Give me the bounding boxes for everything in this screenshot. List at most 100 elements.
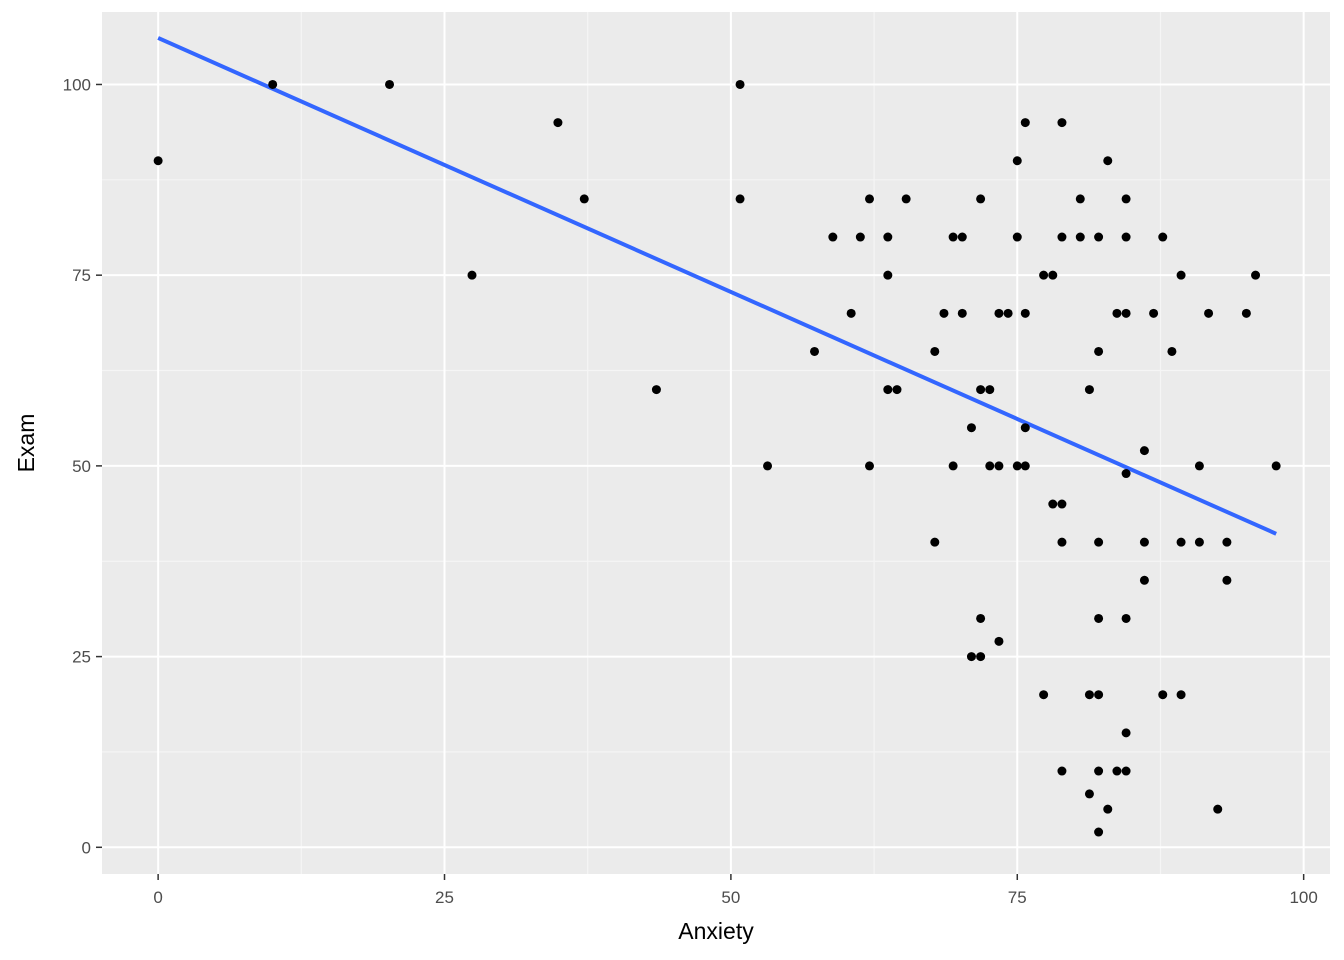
data-point: [994, 308, 1004, 318]
data-point: [976, 194, 986, 204]
data-point: [1121, 766, 1131, 776]
data-point: [1112, 308, 1122, 318]
data-point: [985, 385, 995, 395]
data-point: [855, 232, 865, 242]
regression-line: [157, 36, 1277, 536]
data-point: [467, 270, 477, 280]
data-point: [948, 232, 958, 242]
data-point: [1121, 308, 1131, 318]
data-point: [1167, 346, 1177, 356]
data-point: [846, 308, 856, 318]
data-point: [957, 232, 967, 242]
data-point: [1020, 423, 1030, 433]
data-point: [1222, 575, 1232, 585]
y-tick-label: 0: [82, 838, 91, 857]
minor-gridlines: [102, 12, 1330, 874]
data-point: [1094, 537, 1104, 547]
y-tick-label: 100: [63, 75, 91, 94]
data-point: [553, 118, 563, 128]
data-point: [1020, 461, 1030, 471]
data-point: [579, 194, 589, 204]
data-point: [1176, 537, 1186, 547]
data-point: [1103, 804, 1113, 814]
data-point: [1012, 156, 1022, 166]
data-point: [1158, 232, 1168, 242]
y-tick-label: 25: [72, 648, 91, 667]
data-point: [1139, 446, 1149, 456]
data-point: [1241, 308, 1251, 318]
data-point: [1094, 613, 1104, 623]
data-point: [651, 385, 661, 395]
data-point: [976, 613, 986, 623]
data-point: [1222, 537, 1232, 547]
data-point: [1094, 766, 1104, 776]
data-point: [1121, 194, 1131, 204]
data-point: [1075, 194, 1085, 204]
x-tick-label: 75: [1008, 888, 1027, 907]
data-point: [1084, 789, 1094, 799]
data-point: [1094, 232, 1104, 242]
data-point: [1075, 232, 1085, 242]
data-point: [1094, 690, 1104, 700]
data-point: [1251, 270, 1261, 280]
data-point: [828, 232, 838, 242]
data-point: [735, 79, 745, 89]
data-point: [1139, 537, 1149, 547]
data-point: [1057, 499, 1067, 509]
x-axis-title: Anxiety: [678, 918, 754, 944]
data-point: [268, 79, 278, 89]
x-tick-label: 25: [435, 888, 454, 907]
data-point: [957, 308, 967, 318]
data-point: [1194, 537, 1204, 547]
data-point: [865, 461, 874, 471]
data-point: [1048, 270, 1058, 280]
data-point: [994, 461, 1004, 471]
data-point: [1194, 461, 1204, 471]
data-point: [1057, 118, 1067, 128]
data-point: [1094, 346, 1104, 356]
plot-panel: [102, 12, 1330, 874]
data-point: [1139, 575, 1149, 585]
data-point: [1057, 232, 1067, 242]
data-point: [1048, 499, 1058, 509]
data-point: [1057, 766, 1067, 776]
data-points: [153, 79, 1281, 837]
data-point: [1020, 118, 1030, 128]
data-point: [1057, 537, 1067, 547]
data-point: [976, 652, 986, 662]
x-axis-ticks: 0 25 50 75 100: [153, 874, 1318, 907]
data-point: [1176, 690, 1186, 700]
data-point: [1039, 270, 1049, 280]
data-point: [1204, 308, 1214, 318]
data-point: [385, 79, 395, 89]
data-point: [1158, 690, 1168, 700]
data-point: [930, 537, 940, 547]
y-tick-label: 75: [72, 266, 91, 285]
data-point: [1084, 690, 1094, 700]
data-point: [1112, 766, 1122, 776]
data-point: [892, 385, 902, 395]
data-point: [930, 346, 940, 356]
data-point: [1271, 461, 1281, 471]
data-point: [1121, 232, 1131, 242]
data-point: [810, 346, 820, 356]
data-point: [1094, 827, 1104, 837]
data-point: [1121, 613, 1131, 623]
y-axis-ticks: 0 25 50 75 100: [63, 75, 102, 857]
data-point: [1039, 690, 1049, 700]
data-point: [948, 461, 958, 471]
data-point: [883, 270, 893, 280]
data-point: [1121, 469, 1131, 479]
data-point: [1176, 270, 1186, 280]
y-axis-title: Exam: [13, 414, 39, 473]
data-point: [976, 385, 986, 395]
data-point: [153, 156, 163, 166]
x-tick-label: 100: [1289, 888, 1317, 907]
data-point: [883, 232, 893, 242]
data-point: [939, 308, 949, 318]
data-point: [865, 194, 874, 204]
data-point: [1149, 308, 1159, 318]
data-point: [901, 194, 911, 204]
data-point: [966, 652, 976, 662]
